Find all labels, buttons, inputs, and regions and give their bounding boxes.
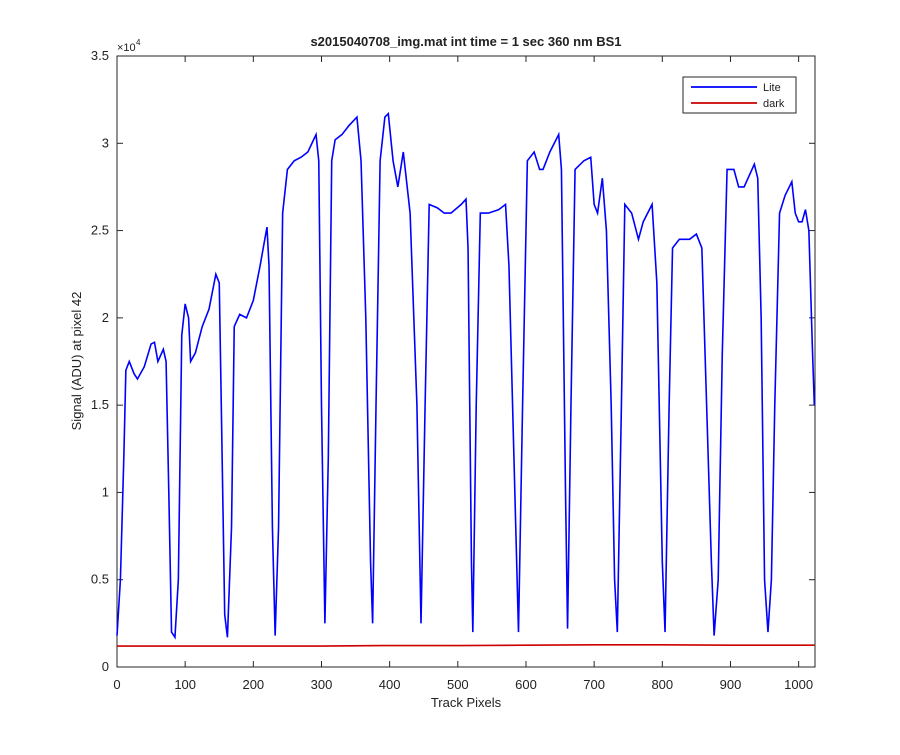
y-tick-label: 1.5: [91, 397, 109, 412]
x-tick-label: 100: [174, 677, 196, 692]
x-axis-label: Track Pixels: [431, 695, 502, 710]
x-tick-label: 800: [651, 677, 673, 692]
y-tick-label: 2: [102, 310, 109, 325]
x-tick-label: 700: [583, 677, 605, 692]
legend-label: Lite: [763, 82, 781, 94]
y-multiplier-exponent: 4: [136, 38, 141, 47]
x-tick-label: 600: [515, 677, 537, 692]
x-tick-label: 0: [113, 677, 120, 692]
line-series: [116, 111, 816, 640]
x-tick-label: 500: [447, 677, 469, 692]
y-tick-label: 3.5: [91, 48, 109, 63]
y-multiplier: ×10: [117, 42, 136, 54]
y-tick-label: 3: [102, 135, 109, 150]
plot-area: [116, 55, 816, 668]
y-tick-label: 0: [102, 659, 109, 674]
y-tick-label: 1: [102, 484, 109, 499]
legend: [682, 76, 797, 114]
y-tick-label: 2.5: [91, 223, 109, 238]
legend-label: dark: [763, 98, 785, 110]
x-tick-label: 400: [379, 677, 401, 692]
x-tick-label: 1000: [784, 677, 813, 692]
chart-title: s2015040708_img.mat int time = 1 sec 360…: [310, 34, 621, 49]
x-tick-label: 300: [311, 677, 333, 692]
x-tick-label: 900: [720, 677, 742, 692]
y-axis-label: Signal (ADU) at pixel 42: [69, 292, 84, 431]
line-series: [117, 644, 815, 647]
x-tick-label: 200: [242, 677, 264, 692]
y-tick-label: 0.5: [91, 572, 109, 587]
